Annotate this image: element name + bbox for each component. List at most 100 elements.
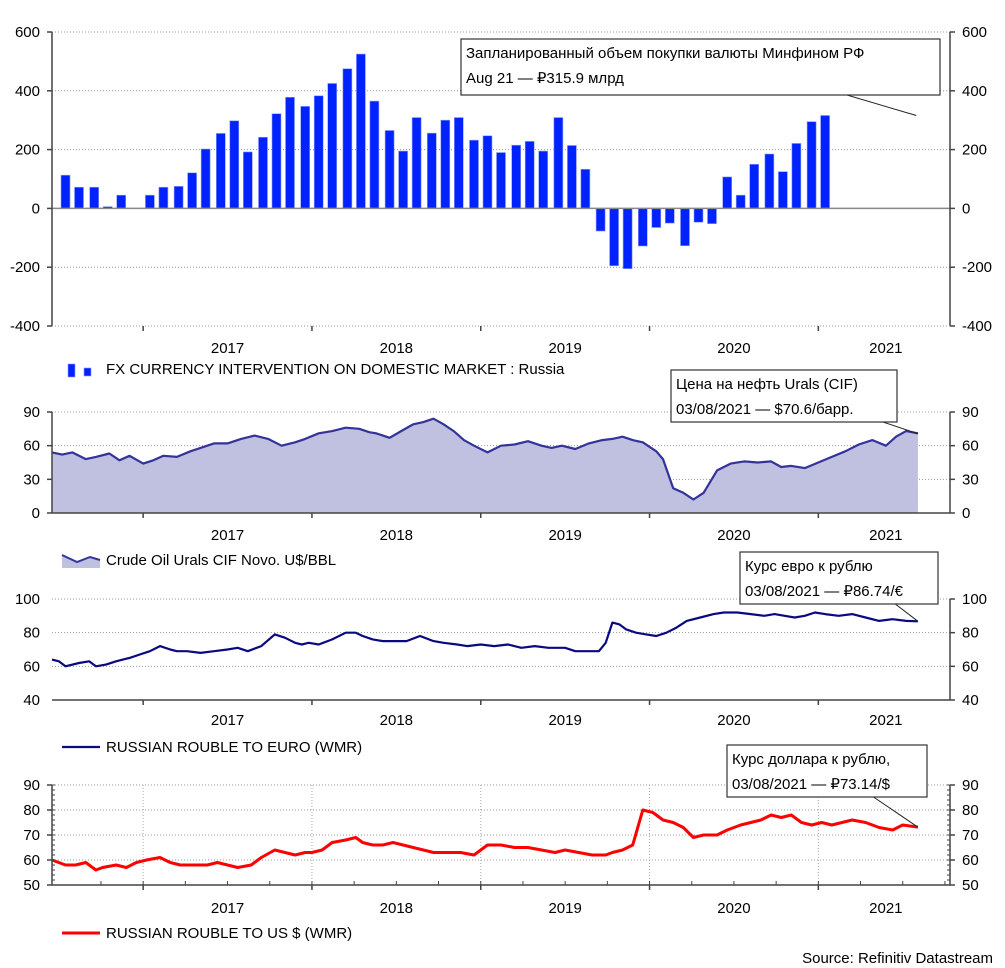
annotation-box [460, 38, 941, 96]
bar [482, 135, 493, 209]
y-tick-label-right: 60 [962, 852, 979, 869]
bar [398, 150, 408, 209]
annotation-text: Курс евро к рублю [745, 558, 873, 575]
y-tick-label-right: 60 [962, 658, 979, 675]
x-tick-label: 2019 [548, 900, 581, 917]
y-tick-label-right: 90 [962, 404, 979, 421]
y-tick-label-right: -200 [962, 259, 992, 276]
legend-bar-icon [67, 363, 76, 378]
y-tick-label-left: 50 [23, 877, 40, 894]
legend-label: RUSSIAN ROUBLE TO EURO (WMR) [106, 739, 362, 756]
bar [791, 143, 802, 209]
y-tick-label-right: 0 [962, 505, 970, 522]
annotation-leader [871, 795, 919, 828]
bar [229, 120, 240, 209]
y-tick-label-left: 600 [15, 24, 40, 41]
bar [806, 121, 817, 209]
bar [680, 208, 690, 247]
y-tick-label-right: 90 [962, 777, 979, 794]
bar [511, 144, 521, 209]
rub-usd-panel: 90 90 80 80 70 70 60 60 50 50 2017 2018 2019 2020 2021… [23, 744, 979, 942]
bar [369, 100, 380, 209]
y-tick-label-left: 40 [23, 692, 40, 709]
bar [595, 208, 606, 232]
annotation-box [670, 369, 898, 423]
y-tick-label-left: 90 [23, 404, 40, 421]
x-tick-label: 2020 [717, 712, 750, 729]
bar [116, 194, 127, 209]
y-tick-label-right: 40 [962, 692, 979, 709]
source-label: Source: Refinitiv Datastream [802, 950, 993, 967]
y-tick-label-right: 0 [962, 200, 970, 217]
bar [820, 115, 830, 209]
x-tick-label: 2019 [548, 712, 581, 729]
bar [637, 208, 648, 247]
y-tick-label-right: 80 [962, 802, 979, 819]
y-tick-label-left: 90 [23, 777, 40, 794]
bar [707, 208, 717, 224]
annotation-text: Aug 21 — ₽315.9 млрд [466, 70, 624, 87]
bar [60, 174, 71, 209]
bar [722, 176, 732, 209]
y-tick-label-left: 0 [32, 200, 40, 217]
bar [440, 119, 451, 209]
bar [258, 136, 268, 209]
x-tick-label: 2017 [211, 527, 244, 544]
y-tick-label-left: 60 [23, 852, 40, 869]
bar [158, 186, 169, 209]
x-tick-label: 2018 [380, 340, 413, 357]
y-tick-label-right: -400 [962, 318, 992, 335]
legend-label: FX CURRENCY INTERVENTION ON DOMESTIC MAR… [106, 361, 565, 378]
bar [764, 153, 775, 209]
bar [411, 117, 422, 209]
annotation-text: 03/08/2021 — ₽86.74/€ [745, 583, 904, 600]
y-tick-label-right: 80 [962, 625, 979, 642]
bar [89, 186, 99, 209]
y-tick-label-left: 70 [23, 827, 40, 844]
bar [567, 145, 577, 209]
annotation-text: Курс доллара к рублю, [732, 751, 890, 768]
x-tick-label: 2019 [548, 527, 581, 544]
y-tick-label-right: 600 [962, 24, 987, 41]
bar [496, 152, 506, 209]
y-tick-label-right: 30 [962, 471, 979, 488]
x-tick-label: 2020 [717, 900, 750, 917]
annotation-box [726, 744, 928, 798]
bar [538, 150, 548, 209]
legend-line-icon [61, 554, 101, 564]
bar [243, 151, 253, 209]
y-tick-label-right: 70 [962, 827, 979, 844]
y-tick-label-right: 50 [962, 877, 979, 894]
bar [327, 83, 338, 209]
annotation-leader [879, 420, 919, 435]
bar [778, 171, 788, 209]
area-fill [52, 418, 918, 513]
x-tick-label: 2021 [869, 900, 902, 917]
bar [469, 139, 479, 209]
bar [271, 113, 282, 209]
rub-eur-panel: 100 100 80 80 60 60 40 40 2017 2018 2019 2020 2021 RU… [15, 551, 987, 756]
legend-bar-icon [83, 367, 92, 377]
series-line [51, 808, 919, 872]
annotation-text: 03/08/2021 — $70.6/барр. [676, 401, 854, 418]
x-tick-label: 2021 [869, 712, 902, 729]
x-tick-label: 2020 [717, 527, 750, 544]
bar [356, 53, 366, 209]
x-tick-label: 2018 [380, 527, 413, 544]
bar [145, 194, 155, 209]
annotation-text: Запланированный объем покупки валюты Мин… [466, 45, 864, 62]
y-tick-label-right: 200 [962, 142, 987, 159]
bar [426, 132, 437, 209]
x-tick-label: 2017 [211, 340, 244, 357]
urals-oil-panel: 90 90 60 60 30 30 0 0 2017 2018 2019 2020 2021 Crude … [23, 369, 979, 569]
x-tick-label: 2020 [717, 340, 750, 357]
series-line [51, 611, 918, 668]
bar [74, 186, 84, 209]
bar [454, 117, 464, 209]
x-tick-label: 2017 [211, 712, 244, 729]
y-tick-label-right: 60 [962, 438, 979, 455]
y-tick-label-left: 200 [15, 142, 40, 159]
bar [524, 141, 535, 209]
bar [749, 164, 759, 209]
annotation-text: 03/08/2021 — ₽73.14/$ [732, 776, 891, 793]
